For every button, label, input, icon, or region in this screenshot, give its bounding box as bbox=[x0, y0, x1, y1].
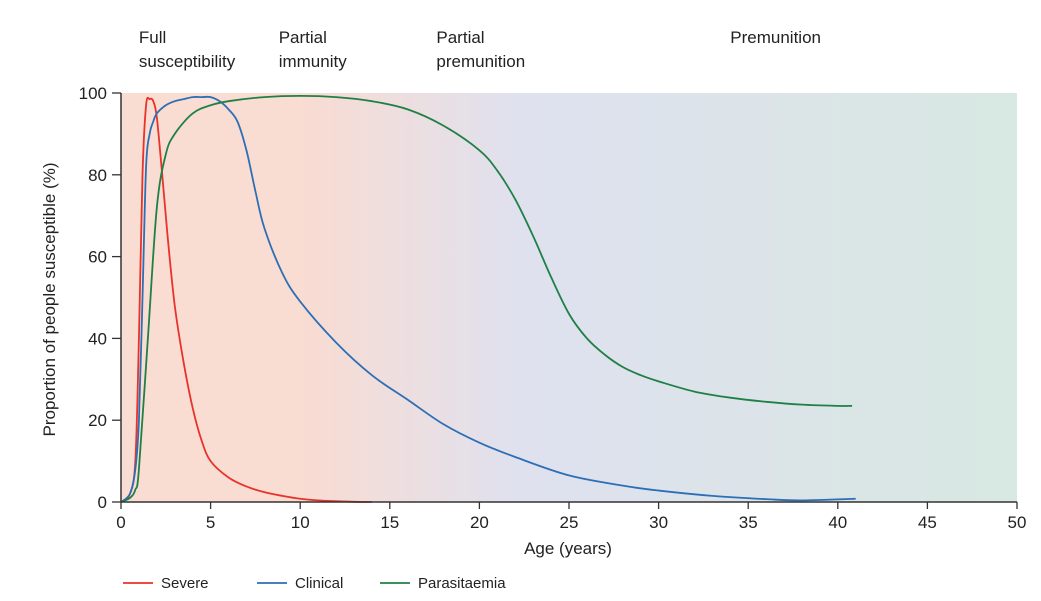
y-tick-label: 80 bbox=[88, 166, 107, 185]
x-tick-label: 45 bbox=[918, 513, 937, 532]
phase-labels: Full susceptibility Partial immunity Partial… bbox=[139, 28, 821, 71]
y-axis-label: Proportion of people susceptible (%) bbox=[40, 162, 59, 436]
x-axis-ticks: 0 5 10 15 20 25 30 35 40 45 50 bbox=[116, 502, 1026, 532]
y-tick-label: 0 bbox=[98, 493, 107, 512]
x-axis-label: Age (years) bbox=[524, 539, 612, 558]
plot-background bbox=[121, 93, 1017, 502]
x-tick-label: 20 bbox=[470, 513, 489, 532]
x-tick-label: 10 bbox=[291, 513, 310, 532]
x-tick-label: 30 bbox=[649, 513, 668, 532]
x-tick-label: 25 bbox=[560, 513, 579, 532]
series-line-severe bbox=[120, 96, 372, 503]
y-tick-label: 40 bbox=[88, 329, 107, 348]
phase-label-line2: susceptibility bbox=[139, 52, 236, 71]
legend-label-severe: Severe bbox=[161, 575, 209, 592]
phase-label-line2: immunity bbox=[279, 52, 348, 71]
y-tick-label: 60 bbox=[88, 248, 107, 267]
phase-label-line1: Premunition bbox=[730, 28, 821, 47]
y-tick-label: 20 bbox=[88, 411, 107, 430]
axes: 0 5 10 15 20 25 30 35 40 45 50 0 20 40 60 80 100 Age (y… bbox=[40, 84, 1026, 558]
x-tick-label: 0 bbox=[116, 513, 125, 532]
x-tick-label: 40 bbox=[828, 513, 847, 532]
legend-label-parasitaemia: Parasitaemia bbox=[418, 575, 506, 592]
phase-label-line1: Partial bbox=[436, 28, 484, 47]
y-axis-ticks: 0 20 40 60 80 100 bbox=[79, 84, 121, 512]
x-tick-label: 35 bbox=[739, 513, 758, 532]
series-line-clinical bbox=[120, 95, 856, 503]
x-tick-label: 50 bbox=[1008, 513, 1027, 532]
y-tick-label: 100 bbox=[79, 84, 107, 103]
series-line-parasitaemia bbox=[120, 94, 853, 503]
phase-label-line1: Full bbox=[139, 28, 166, 47]
legend: Severe Clinical Parasitaemia bbox=[123, 575, 506, 592]
series-lines bbox=[120, 94, 856, 503]
phase-label-line2: premunition bbox=[436, 52, 525, 71]
legend-label-clinical: Clinical bbox=[295, 575, 343, 592]
x-tick-label: 15 bbox=[380, 513, 399, 532]
phase-label-line1: Partial bbox=[279, 28, 327, 47]
x-tick-label: 5 bbox=[206, 513, 215, 532]
